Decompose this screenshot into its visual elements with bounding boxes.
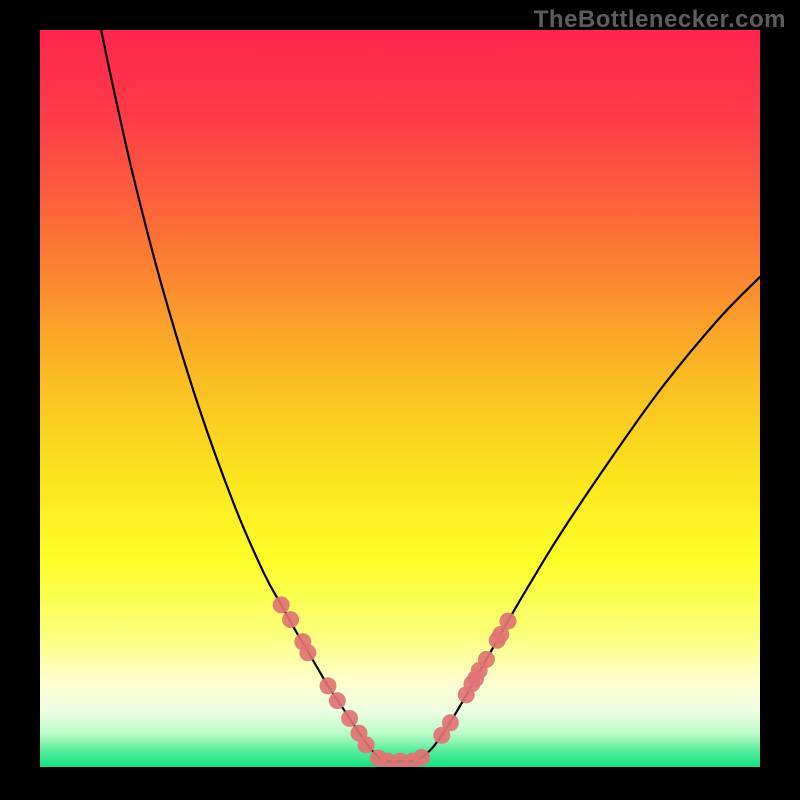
marker-point	[442, 714, 459, 731]
gradient-background	[40, 30, 760, 767]
watermark-text: TheBottlenecker.com	[534, 6, 786, 34]
marker-point	[478, 651, 495, 668]
marker-point	[464, 675, 481, 692]
marker-point	[299, 644, 316, 661]
marker-point	[358, 736, 375, 753]
marker-point	[329, 692, 346, 709]
marker-point	[492, 626, 509, 643]
marker-point	[413, 749, 430, 766]
marker-point	[273, 596, 290, 613]
marker-point	[341, 710, 358, 727]
marker-point	[320, 677, 337, 694]
plot-area	[40, 30, 760, 767]
marker-point	[282, 611, 299, 628]
